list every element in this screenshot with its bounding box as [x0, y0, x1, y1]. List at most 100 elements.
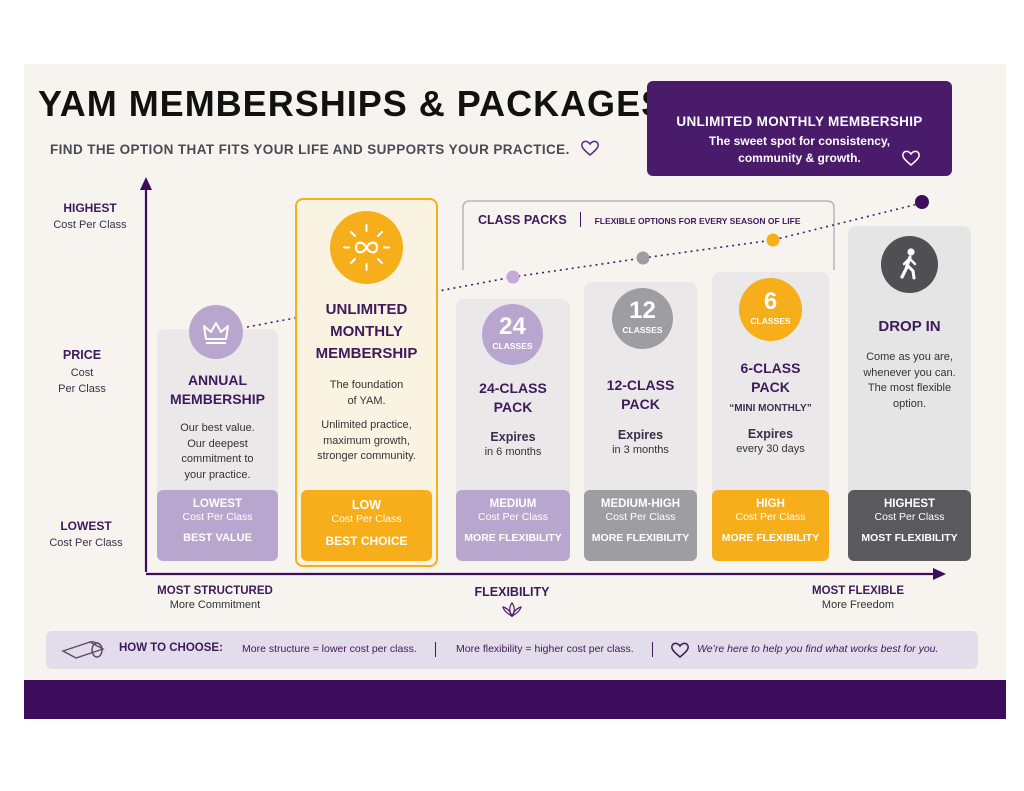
pack6-subtitle: “MINI MONTHLY” — [729, 403, 812, 414]
unlimited-title-1: UNLIMITED — [325, 301, 408, 318]
x-flexible-bold: MOST FLEXIBLE — [812, 585, 904, 597]
pack6-title-2: PACK — [751, 379, 790, 395]
annual-desc-4: your practice. — [184, 468, 251, 481]
y-label-price: PRICE Cost Per Class — [36, 348, 128, 395]
pack24-expires: Expires — [490, 430, 536, 444]
pack-12-number-badge: 12 CLASSES — [612, 288, 673, 349]
y-highest-sub: Cost Per Class — [53, 219, 127, 231]
pack6-number-label: CLASSES — [750, 316, 791, 326]
walking-person-icon — [881, 236, 938, 293]
pack6-tag: MORE FLEXIBILITY — [721, 532, 820, 544]
annual-desc-2: Our deepest — [187, 437, 248, 450]
y-label-highest: HIGHEST Cost Per Class — [44, 201, 136, 231]
y-price-bold: PRICE — [62, 348, 102, 362]
annual-cost: Cost Per Class — [182, 511, 253, 523]
unlimited-cost-badge: LOW Cost Per Class BEST CHOICE — [301, 490, 432, 561]
pack-6-number-badge: 6 CLASSES — [739, 278, 802, 341]
page-subtitle: FIND THE OPTION THAT FITS YOUR LIFE AND … — [50, 139, 600, 157]
unlimited-tag: BEST CHOICE — [325, 534, 408, 548]
trend-dot-6 — [766, 233, 780, 247]
how-tip-3: We’re here to help you find what works b… — [697, 643, 939, 655]
class-packs-bracket — [462, 200, 835, 270]
unlimited-desc-b3: stronger community. — [317, 450, 416, 462]
pack24-title-1: 24-CLASS — [479, 380, 547, 396]
unlimited-desc-b2: maximum growth, — [323, 434, 410, 447]
how-tip-2: More flexibility = higher cost per class… — [456, 643, 634, 655]
unlimited-title-3: MEMBERSHIP — [315, 345, 418, 362]
pack6-expires: Expires — [747, 427, 794, 441]
pack12-tag: MORE FLEXIBILITY — [591, 532, 690, 544]
class-packs-label: CLASS PACKS — [478, 213, 567, 227]
unlimited-cost: Cost Per Class — [331, 513, 402, 525]
pack6-cost-badge: HIGH Cost Per Class MORE FLEXIBILITY — [712, 490, 829, 561]
how-divider-1 — [435, 642, 436, 657]
x-flexibility-bold: FLEXIBILITY — [474, 585, 550, 599]
pack12-title-1: 12-CLASS — [606, 377, 675, 393]
x-flexible-sub: More Freedom — [821, 599, 895, 611]
class-packs-header: CLASS PACKS FLEXIBLE OPTIONS FOR EVERY S… — [478, 211, 801, 229]
pack12-number-label: CLASSES — [622, 325, 663, 335]
y-lowest-bold: LOWEST — [60, 519, 112, 533]
annual-cost-badge: LOWEST Cost Per Class BEST VALUE — [157, 490, 278, 561]
page-title: YAM MEMBERSHIPS & PACKAGES — [38, 83, 667, 124]
y-highest-bold: HIGHEST — [63, 201, 117, 215]
annual-tag: BEST VALUE — [183, 532, 252, 544]
y-axis-arrow — [140, 177, 152, 190]
pack12-number: 12 — [629, 297, 656, 324]
dropin-level: HIGHEST — [883, 498, 936, 510]
pack24-number-label: CLASSES — [492, 341, 533, 351]
dropin-desc-2: whenever you can. — [863, 366, 956, 379]
y-price-sub2: Per Class — [58, 383, 106, 395]
heart-outline-icon — [671, 642, 689, 658]
y-price-sub1: Cost — [70, 367, 94, 379]
heart-outline-icon — [580, 140, 599, 156]
how-to-choose-bar: HOW TO CHOOSE: More structure = lower co… — [46, 631, 978, 669]
pack24-tag: MORE FLEXIBILITY — [464, 532, 562, 544]
unlimited-desc-a2: of YAM. — [347, 394, 386, 407]
how-tip-1: More structure = lower cost per class. — [242, 643, 417, 655]
unlimited-title-2: MONTHLY — [330, 323, 403, 340]
pack24-cost-badge: MEDIUM Cost Per Class MORE FLEXIBILITY — [456, 490, 570, 561]
heart-outline-icon — [902, 150, 920, 166]
pack6-title-1: 6-CLASS — [740, 360, 801, 376]
class-packs-divider — [580, 212, 582, 227]
callout-text: The sweet spot for consistency, communit… — [708, 134, 891, 165]
pack12-cost-badge: MEDIUM-HIGH Cost Per Class MORE FLEXIBIL… — [584, 490, 697, 561]
dropin-desc-3: The most flexible — [867, 382, 952, 394]
pack12-level: MEDIUM-HIGH — [600, 498, 681, 510]
trend-dot-dropin — [915, 195, 929, 209]
unlimited-desc-a1: The foundation — [329, 379, 404, 391]
y-label-lowest: LOWEST Cost Per Class — [40, 519, 132, 549]
dropin-tag: MOST FLEXIBILITY — [861, 532, 958, 544]
annual-desc-1: Our best value. — [180, 422, 255, 434]
dropin-cost-badge: HIGHEST Cost Per Class MOST FLEXIBILITY — [848, 490, 971, 561]
how-divider-2 — [652, 642, 653, 657]
pack24-level: MEDIUM — [489, 498, 537, 510]
subtitle-text: FIND THE OPTION THAT FITS YOUR LIFE AND … — [50, 142, 570, 157]
annual-title-1: ANNUAL — [187, 372, 248, 388]
unlimited-level: LOW — [351, 498, 382, 512]
class-packs-sub: FLEXIBLE OPTIONS FOR EVERY SEASON OF LIF… — [594, 216, 801, 226]
pack6-expires-sub: every 30 days — [736, 443, 805, 455]
pack24-cost: Cost Per Class — [477, 511, 549, 523]
annual-desc-3: commitment to — [181, 453, 254, 465]
x-label-flexibility: FLEXIBILITY — [452, 585, 572, 624]
lotus-icon — [502, 601, 522, 618]
pack6-number: 6 — [763, 288, 778, 315]
unlimited-desc-b1: Unlimited practice, — [321, 419, 412, 431]
pack12-cost: Cost Per Class — [605, 511, 676, 523]
annual-title-2: MEMBERSHIP — [170, 391, 265, 407]
pack24-expires-sub: in 6 months — [484, 446, 542, 458]
how-to-choose-label: HOW TO CHOOSE: — [119, 642, 223, 654]
y-lowest-sub: Cost Per Class — [49, 537, 123, 549]
dropin-desc-4: option. — [892, 397, 927, 410]
dropin-cost: Cost Per Class — [874, 511, 945, 523]
x-structured-sub: More Commitment — [169, 599, 261, 611]
pack12-expires: Expires — [617, 428, 664, 442]
pack24-title-2: PACK — [493, 399, 533, 415]
x-label-structured: MOST STRUCTURED More Commitment — [150, 585, 280, 611]
x-axis-arrow — [933, 568, 946, 580]
pack24-number: 24 — [499, 313, 526, 340]
footer-band — [24, 680, 1006, 719]
